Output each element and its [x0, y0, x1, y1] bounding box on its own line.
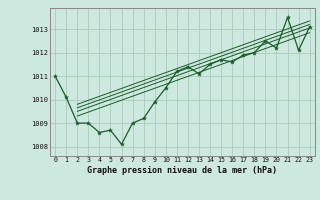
X-axis label: Graphe pression niveau de la mer (hPa): Graphe pression niveau de la mer (hPa)	[87, 166, 277, 175]
